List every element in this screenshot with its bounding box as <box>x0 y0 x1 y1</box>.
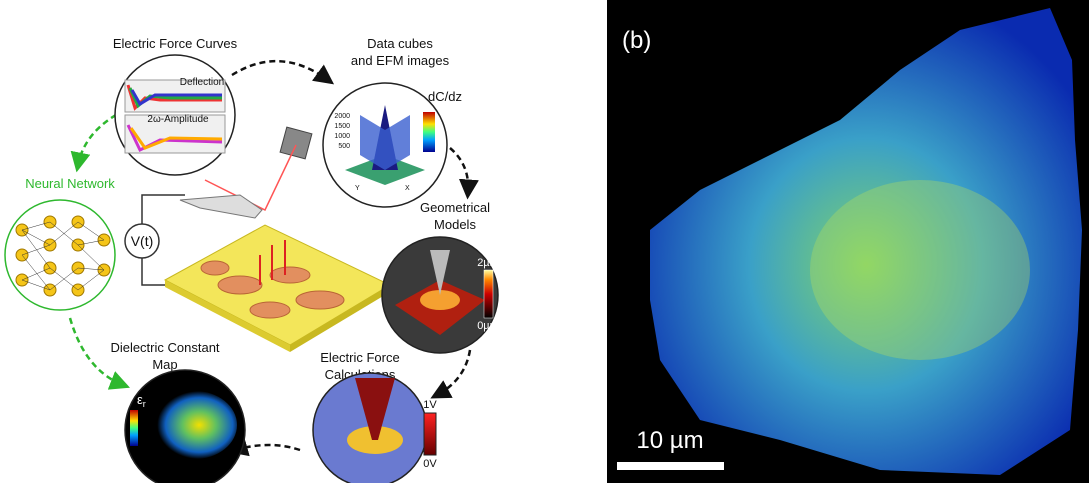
cubes-title-2: and EFM images <box>351 53 450 68</box>
cell-nucleus-region <box>810 180 1030 360</box>
cubes-axis-label: X <box>405 185 410 192</box>
detector <box>280 127 312 159</box>
voltage-label: V(t) <box>131 233 154 249</box>
scale-bar <box>617 462 724 470</box>
cubes-tick: 2000 <box>334 113 350 120</box>
diel-map <box>153 391 237 459</box>
diel-title-2: Map <box>152 357 177 372</box>
cubes-tick: 1500 <box>334 123 350 130</box>
geo-colorbar-top: 2µm <box>477 257 499 269</box>
geo-title-1: Geometrical <box>420 200 490 215</box>
curves-bottom-label: 2ω-Amplitude <box>147 114 209 125</box>
sample-plate <box>165 225 390 345</box>
cubes-colorbar <box>423 112 435 152</box>
panel-label: (b) <box>622 27 651 54</box>
geo-colorbar-bottom: 0µm <box>477 320 499 332</box>
nn-title: Neural Network <box>25 176 115 191</box>
scale-bar-label: 10 µm <box>636 427 703 454</box>
cubes-tick: 1000 <box>334 133 350 140</box>
diel-colorbar <box>130 410 138 446</box>
cubes-tick: 500 <box>338 143 350 150</box>
curves-title: Electric Force Curves <box>113 36 238 51</box>
curves-top-label: Deflection <box>180 77 224 88</box>
figure: Electric Force Curves Deflection 2ω-Ampl… <box>0 0 1089 483</box>
geo-colorbar <box>484 270 493 318</box>
force-colorbar <box>424 413 436 455</box>
force-colorbar-top: 1V <box>423 399 437 411</box>
cubes-colorbar-label: dC/dz <box>428 89 462 104</box>
force-title-1: Electric Force <box>320 350 399 365</box>
cubes-title-1: Data cubes <box>367 36 433 51</box>
diel-title-1: Dielectric Constant <box>110 340 219 355</box>
geo-title-2: Models <box>434 217 476 232</box>
cantilever <box>180 195 262 218</box>
force-colorbar-bottom: 0V <box>423 458 437 470</box>
cubes-axis-label: Y <box>355 185 360 192</box>
